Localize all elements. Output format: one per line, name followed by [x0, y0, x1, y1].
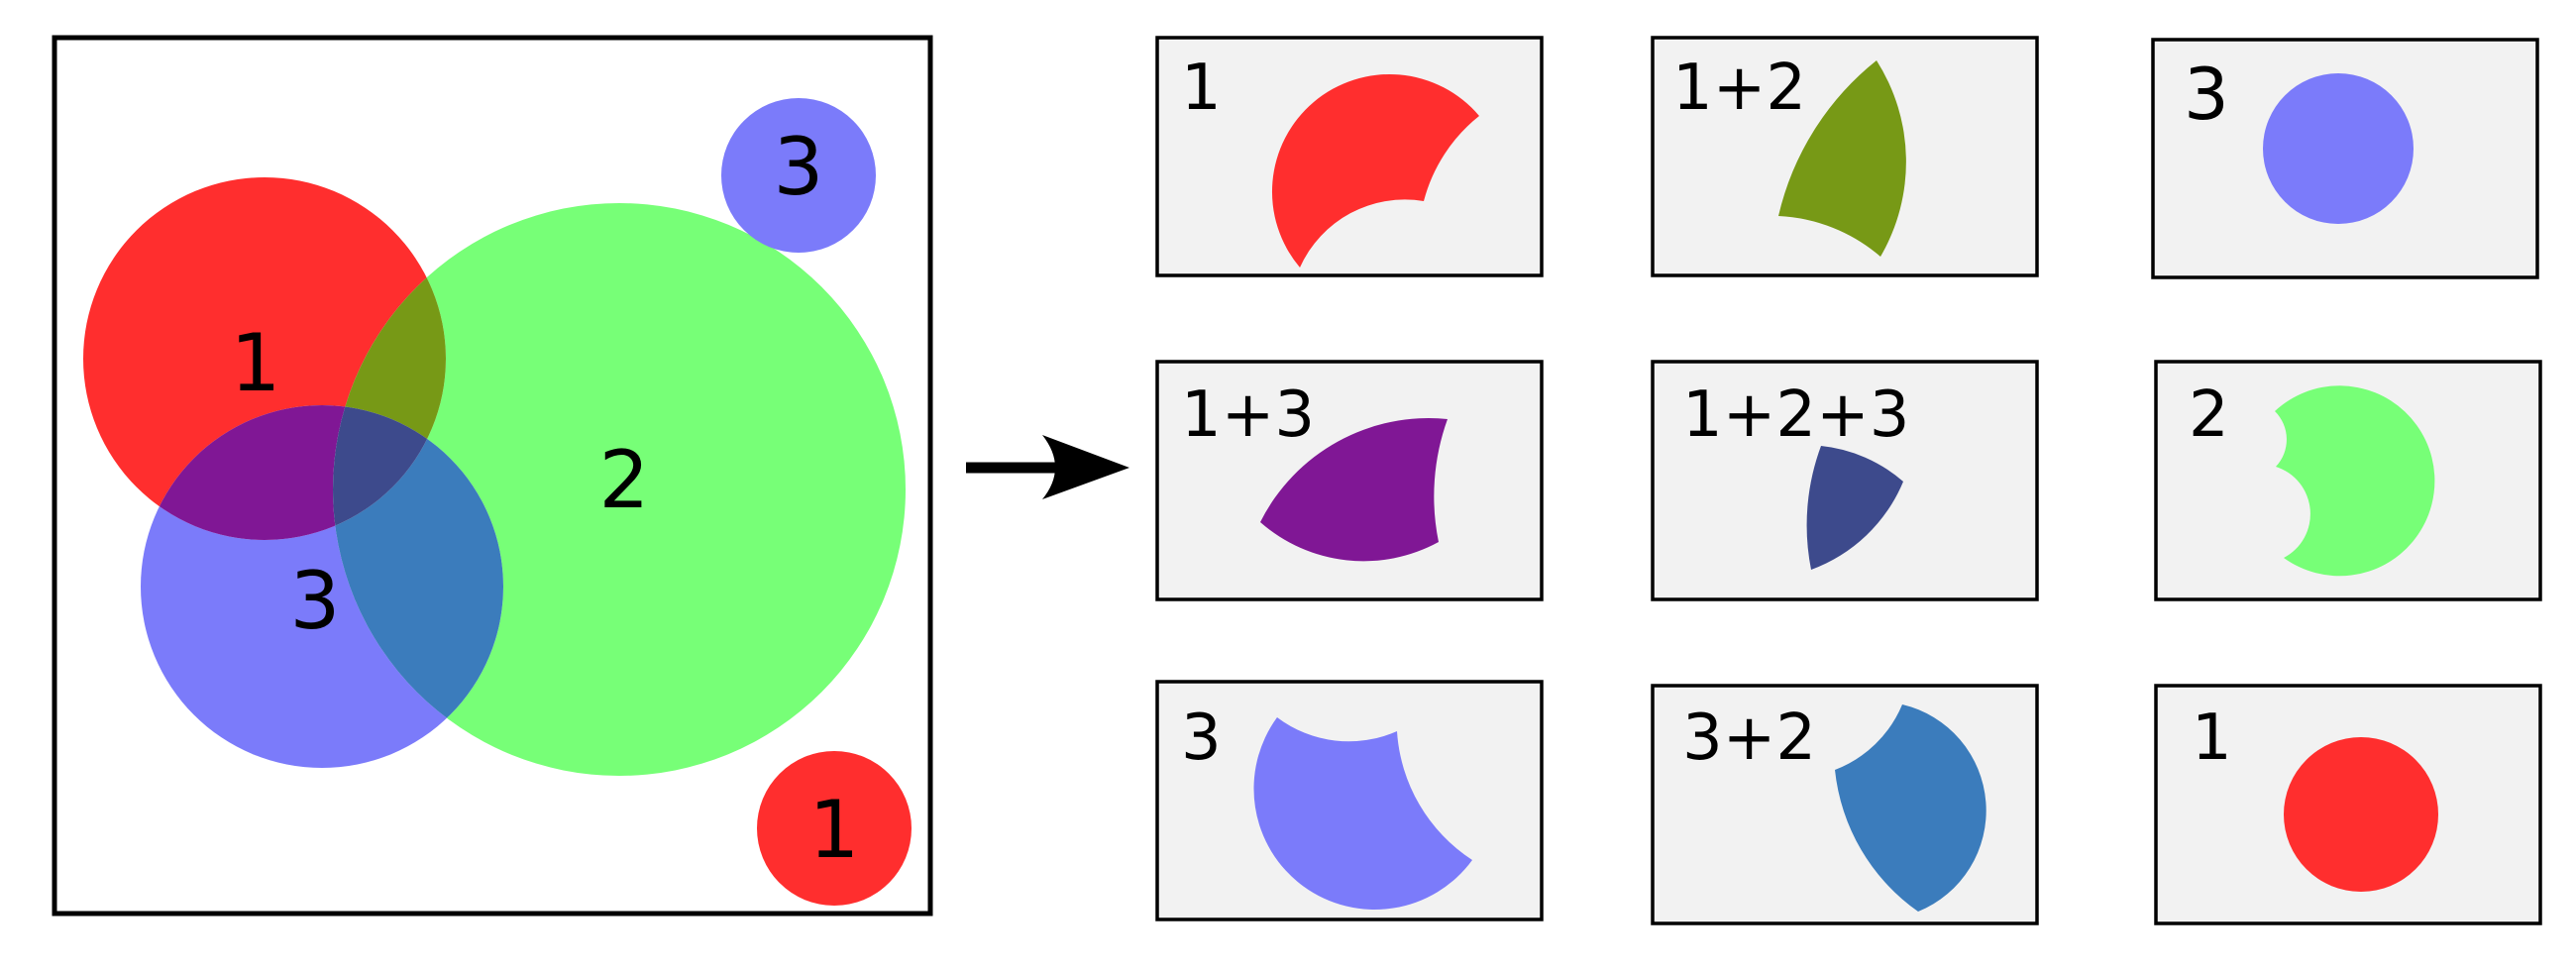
right-arrow-icon [966, 435, 1129, 499]
venn-labels: 1 2 3 3 1 [231, 121, 860, 876]
tile-grid: 1 1+2 3 1+3 1+2+3 2 [1155, 36, 2542, 925]
tile-shape-1-and-3 [1260, 418, 1448, 562]
tile-region-3-and-2: 3+2 [1651, 684, 2039, 925]
tile-shape-only-2 [2275, 385, 2435, 577]
small-circle-1-label: 1 [809, 784, 860, 876]
tile-label: 1 [2192, 701, 2232, 775]
tile-small-circle-1: 1 [2154, 684, 2542, 925]
tile-label: 1+2 [1672, 52, 1806, 125]
tile-shape-small-circle-3 [2263, 73, 2414, 224]
tile-shape-1-and-2 [1778, 60, 1906, 257]
tile-region-only-1: 1 [1155, 36, 1544, 277]
tile-shape-small-circle-1 [2284, 737, 2438, 892]
region-3-and-2 [333, 405, 503, 768]
tile-region-1-and-2: 1+2 [1651, 36, 2039, 277]
tile-region-only-2: 2 [2154, 360, 2542, 601]
tile-shape-3-and-2 [1835, 704, 1986, 912]
tile-label: 3 [2184, 53, 2229, 136]
tile-region-1-and-2-and-3: 1+2+3 [1651, 360, 2039, 601]
tile-shape-only-3 [1253, 717, 1472, 911]
small-circle-1 [757, 751, 912, 906]
tile-label: 1 [1181, 52, 1222, 125]
tile-shape-only-1 [1271, 73, 1479, 268]
circle-label-3: 3 [290, 555, 341, 647]
venn-figure: 1 2 3 3 1 [52, 35, 933, 917]
tile-frame [1155, 36, 1544, 277]
tile-label: 3+2 [1682, 701, 1816, 775]
tile-region-1-and-3: 1+3 [1155, 360, 1544, 601]
tile-label: 1+2+3 [1682, 378, 1909, 452]
tile-small-circle-3: 3 [2151, 38, 2539, 279]
small-circle-3 [721, 98, 876, 253]
tile-region-only-3: 3 [1155, 680, 1544, 921]
small-circle-3-label: 3 [774, 121, 824, 213]
tile-label: 3 [1181, 701, 1222, 775]
circle-label-1: 1 [231, 317, 281, 409]
tile-label: 2 [2189, 378, 2229, 452]
venn-regions [83, 98, 912, 906]
tile-label: 1+3 [1181, 378, 1315, 452]
circle-label-2: 2 [599, 434, 650, 526]
tile-shape-1-and-2-and-3 [1806, 446, 1903, 570]
